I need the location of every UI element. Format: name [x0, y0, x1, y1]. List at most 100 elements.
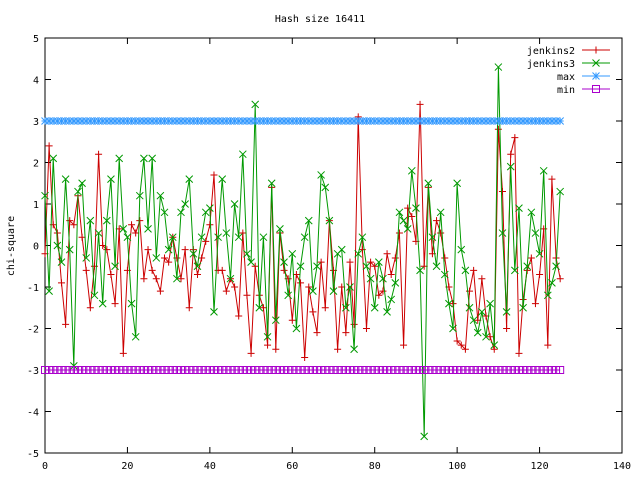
data-point-jenkins2: [461, 345, 469, 353]
data-point-jenkins3: [78, 179, 86, 188]
data-point-jenkins3: [453, 179, 461, 188]
data-point-max: [449, 117, 457, 125]
data-point-max: [206, 117, 214, 125]
data-point-jenkins3: [49, 154, 58, 163]
data-point-jenkins2: [210, 171, 218, 179]
series-line-jenkins2: [44, 104, 561, 358]
data-point-min: [481, 366, 490, 374]
data-point-min: [181, 366, 190, 374]
data-point-max: [173, 117, 181, 125]
data-point-max: [333, 117, 342, 125]
data-point-min: [135, 366, 144, 374]
data-point-jenkins3: [416, 266, 424, 275]
data-point-jenkins3: [449, 324, 457, 333]
data-point-jenkins3: [346, 283, 354, 291]
data-point-jenkins3: [86, 216, 95, 225]
data-point-jenkins3: [350, 345, 358, 354]
data-point-max: [49, 117, 58, 125]
data-point-min: [271, 366, 280, 374]
data-point-jenkins2: [416, 100, 424, 108]
data-point-jenkins3: [123, 233, 132, 242]
data-point-min: [160, 366, 169, 374]
data-point-max: [193, 117, 202, 125]
data-point-jenkins2: [107, 271, 115, 279]
data-point-max: [156, 117, 165, 125]
legend-marker-min: [592, 85, 600, 93]
data-point-min: [416, 366, 425, 374]
data-point-jenkins3: [407, 166, 416, 175]
data-point-max: [473, 117, 482, 125]
data-point-jenkins2: [457, 341, 465, 349]
data-point-jenkins3: [309, 287, 317, 296]
data-point-jenkins2: [503, 325, 511, 332]
data-point-max: [387, 117, 396, 125]
data-point-min: [350, 366, 359, 374]
data-point-jenkins3: [531, 229, 540, 237]
data-point-jenkins3: [185, 175, 194, 183]
data-point-jenkins3: [395, 208, 404, 217]
data-point-jenkins3: [74, 187, 82, 196]
data-point-max: [498, 117, 507, 125]
data-point-jenkins3: [515, 204, 523, 213]
data-point-min: [543, 366, 552, 374]
data-point-max: [457, 117, 466, 125]
data-point-max: [510, 117, 519, 125]
data-point-jenkins2: [259, 304, 267, 312]
data-point-min: [197, 366, 206, 374]
legend-label-jenkins3: jenkins3: [527, 59, 575, 70]
data-point-min: [424, 366, 433, 374]
data-point-jenkins2: [433, 217, 441, 225]
data-point-max: [548, 117, 556, 125]
data-point-max: [543, 117, 552, 125]
data-point-min: [333, 366, 342, 374]
data-point-min: [156, 366, 165, 374]
data-point-min: [172, 366, 181, 374]
data-point-jenkins3: [342, 303, 350, 312]
data-point-min: [362, 366, 371, 374]
data-point-max: [292, 117, 301, 125]
data-point-jenkins2: [507, 150, 515, 158]
data-point-jenkins2: [62, 320, 70, 328]
data-point-max: [296, 117, 305, 125]
data-point-jenkins3: [90, 291, 99, 300]
data-point-jenkins2: [408, 212, 416, 220]
data-point-jenkins3: [238, 150, 247, 159]
data-point-min: [391, 366, 400, 374]
data-point-jenkins3: [197, 233, 206, 242]
data-point-jenkins2: [218, 266, 226, 274]
data-point-jenkins3: [140, 154, 148, 163]
data-point-max: [304, 117, 313, 125]
data-point-min: [238, 366, 247, 374]
data-point-min: [341, 366, 350, 374]
data-point-min: [502, 366, 511, 374]
data-point-min: [226, 366, 235, 374]
data-point-jenkins2: [301, 354, 309, 362]
y-tick-label: 2: [33, 159, 39, 170]
data-point-jenkins3: [465, 303, 474, 312]
y-tick-label: -5: [27, 449, 39, 460]
data-point-min: [41, 366, 49, 374]
data-point-min: [73, 366, 82, 374]
data-point-jenkins3: [284, 291, 293, 300]
data-point-min: [539, 366, 548, 374]
data-point-min: [403, 366, 412, 374]
data-point-min: [486, 366, 495, 374]
data-point-jenkins2: [132, 229, 140, 237]
data-point-jenkins2: [280, 266, 288, 274]
data-point-jenkins2: [181, 246, 189, 254]
data-point-min: [407, 366, 416, 374]
data-point-jenkins3: [523, 262, 532, 271]
data-point-jenkins3: [337, 245, 346, 254]
data-point-max: [119, 117, 128, 125]
data-point-max: [395, 117, 404, 125]
data-point-jenkins3: [135, 191, 144, 200]
data-point-min: [296, 366, 305, 374]
data-point-jenkins2: [536, 271, 544, 279]
data-point-min: [98, 366, 107, 374]
data-point-min: [490, 366, 499, 374]
data-point-max: [337, 117, 346, 125]
data-point-jenkins3: [300, 233, 309, 242]
data-point-jenkins2: [292, 271, 300, 279]
data-point-jenkins2: [95, 150, 103, 158]
data-point-max: [552, 117, 560, 125]
